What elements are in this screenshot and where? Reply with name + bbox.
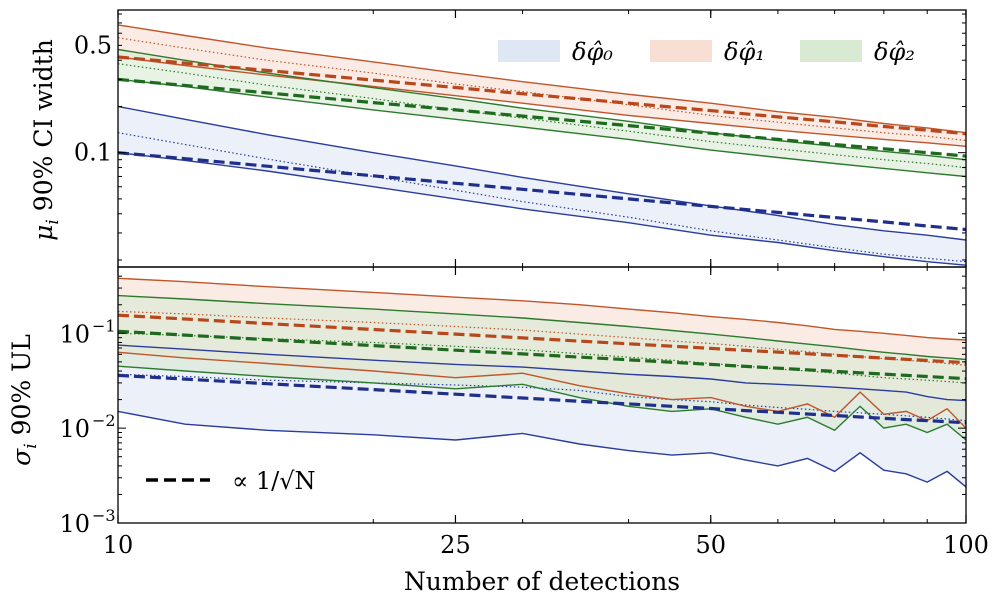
band-series-0 [118, 106, 966, 266]
lower-line-series-2 [118, 78, 966, 178]
x-axis-label: Number of detections [404, 567, 680, 596]
band-series-2 [118, 49, 966, 177]
y-tick-exponent: −1 [92, 316, 116, 335]
y-tick-label: 0.1 [74, 139, 112, 167]
x-tick-label: 10 [103, 531, 134, 559]
scaling-line-series-0 [118, 373, 966, 425]
upper-line-series-0 [118, 344, 966, 402]
top-ylabel: μi 90% CI width [29, 39, 63, 241]
band-series-1 [118, 24, 966, 147]
median-line-series-1 [118, 310, 966, 366]
lower-line-series-1 [118, 56, 966, 147]
lower-line-series-0 [118, 410, 966, 488]
plot-area [118, 277, 966, 488]
y-tick-label: 10 [59, 415, 90, 443]
legend-label: δφ̂₂ [874, 38, 915, 66]
plot-area [118, 24, 966, 266]
legend-label: δφ̂₁ [724, 38, 765, 66]
median-line-series-2 [118, 332, 966, 384]
scaling-line-series-1 [118, 55, 966, 136]
bottom-ylabel: σi 90% UL [7, 334, 41, 466]
scaling-line-series-0 [118, 151, 966, 232]
legend: δφ̂₀ δφ̂₁ δφ̂₂ [498, 38, 915, 66]
axes-frame [117, 266, 967, 524]
scaling-legend-label: ∝ 1/√N [232, 467, 316, 495]
x-tick-label: 50 [695, 531, 726, 559]
y-tick-exponent: −2 [92, 411, 116, 430]
scaling-line-series-1 [118, 313, 966, 365]
y-tick-label: 0.5 [74, 31, 112, 59]
upper-line-series-0 [118, 105, 966, 241]
lower-line-series-0 [118, 152, 966, 266]
legend-swatch [800, 40, 862, 62]
y-tick-label: 10 [59, 320, 90, 348]
scaling-line-series-2 [118, 329, 966, 381]
top-panel: 0.1 0.5 δφ̂₀ δφ̂₁ δφ̂₂ [74, 9, 967, 268]
scaling-legend: ∝ 1/√N [146, 467, 316, 495]
x-tick-label: 25 [440, 531, 471, 559]
upper-line-series-2 [118, 48, 966, 161]
legend-swatch [650, 40, 712, 62]
legend-label: δφ̂₀ [572, 38, 613, 66]
legend-swatch [498, 40, 560, 62]
y-tick-exponent: −3 [92, 506, 116, 525]
median-line-series-0 [118, 132, 966, 263]
scaling-line-series-2 [118, 77, 966, 158]
bottom-panel: 10 −310 −210 −110 25 50 100∝ 1/√N [59, 266, 989, 559]
upper-line-series-1 [118, 277, 966, 341]
upper-line-series-2 [118, 294, 966, 361]
lower-line-series-2 [118, 365, 966, 441]
y-tick-label: 10 [59, 510, 90, 538]
upper-line-series-1 [118, 24, 966, 134]
x-tick-label: 100 [943, 531, 989, 559]
lower-line-series-1 [118, 351, 966, 429]
